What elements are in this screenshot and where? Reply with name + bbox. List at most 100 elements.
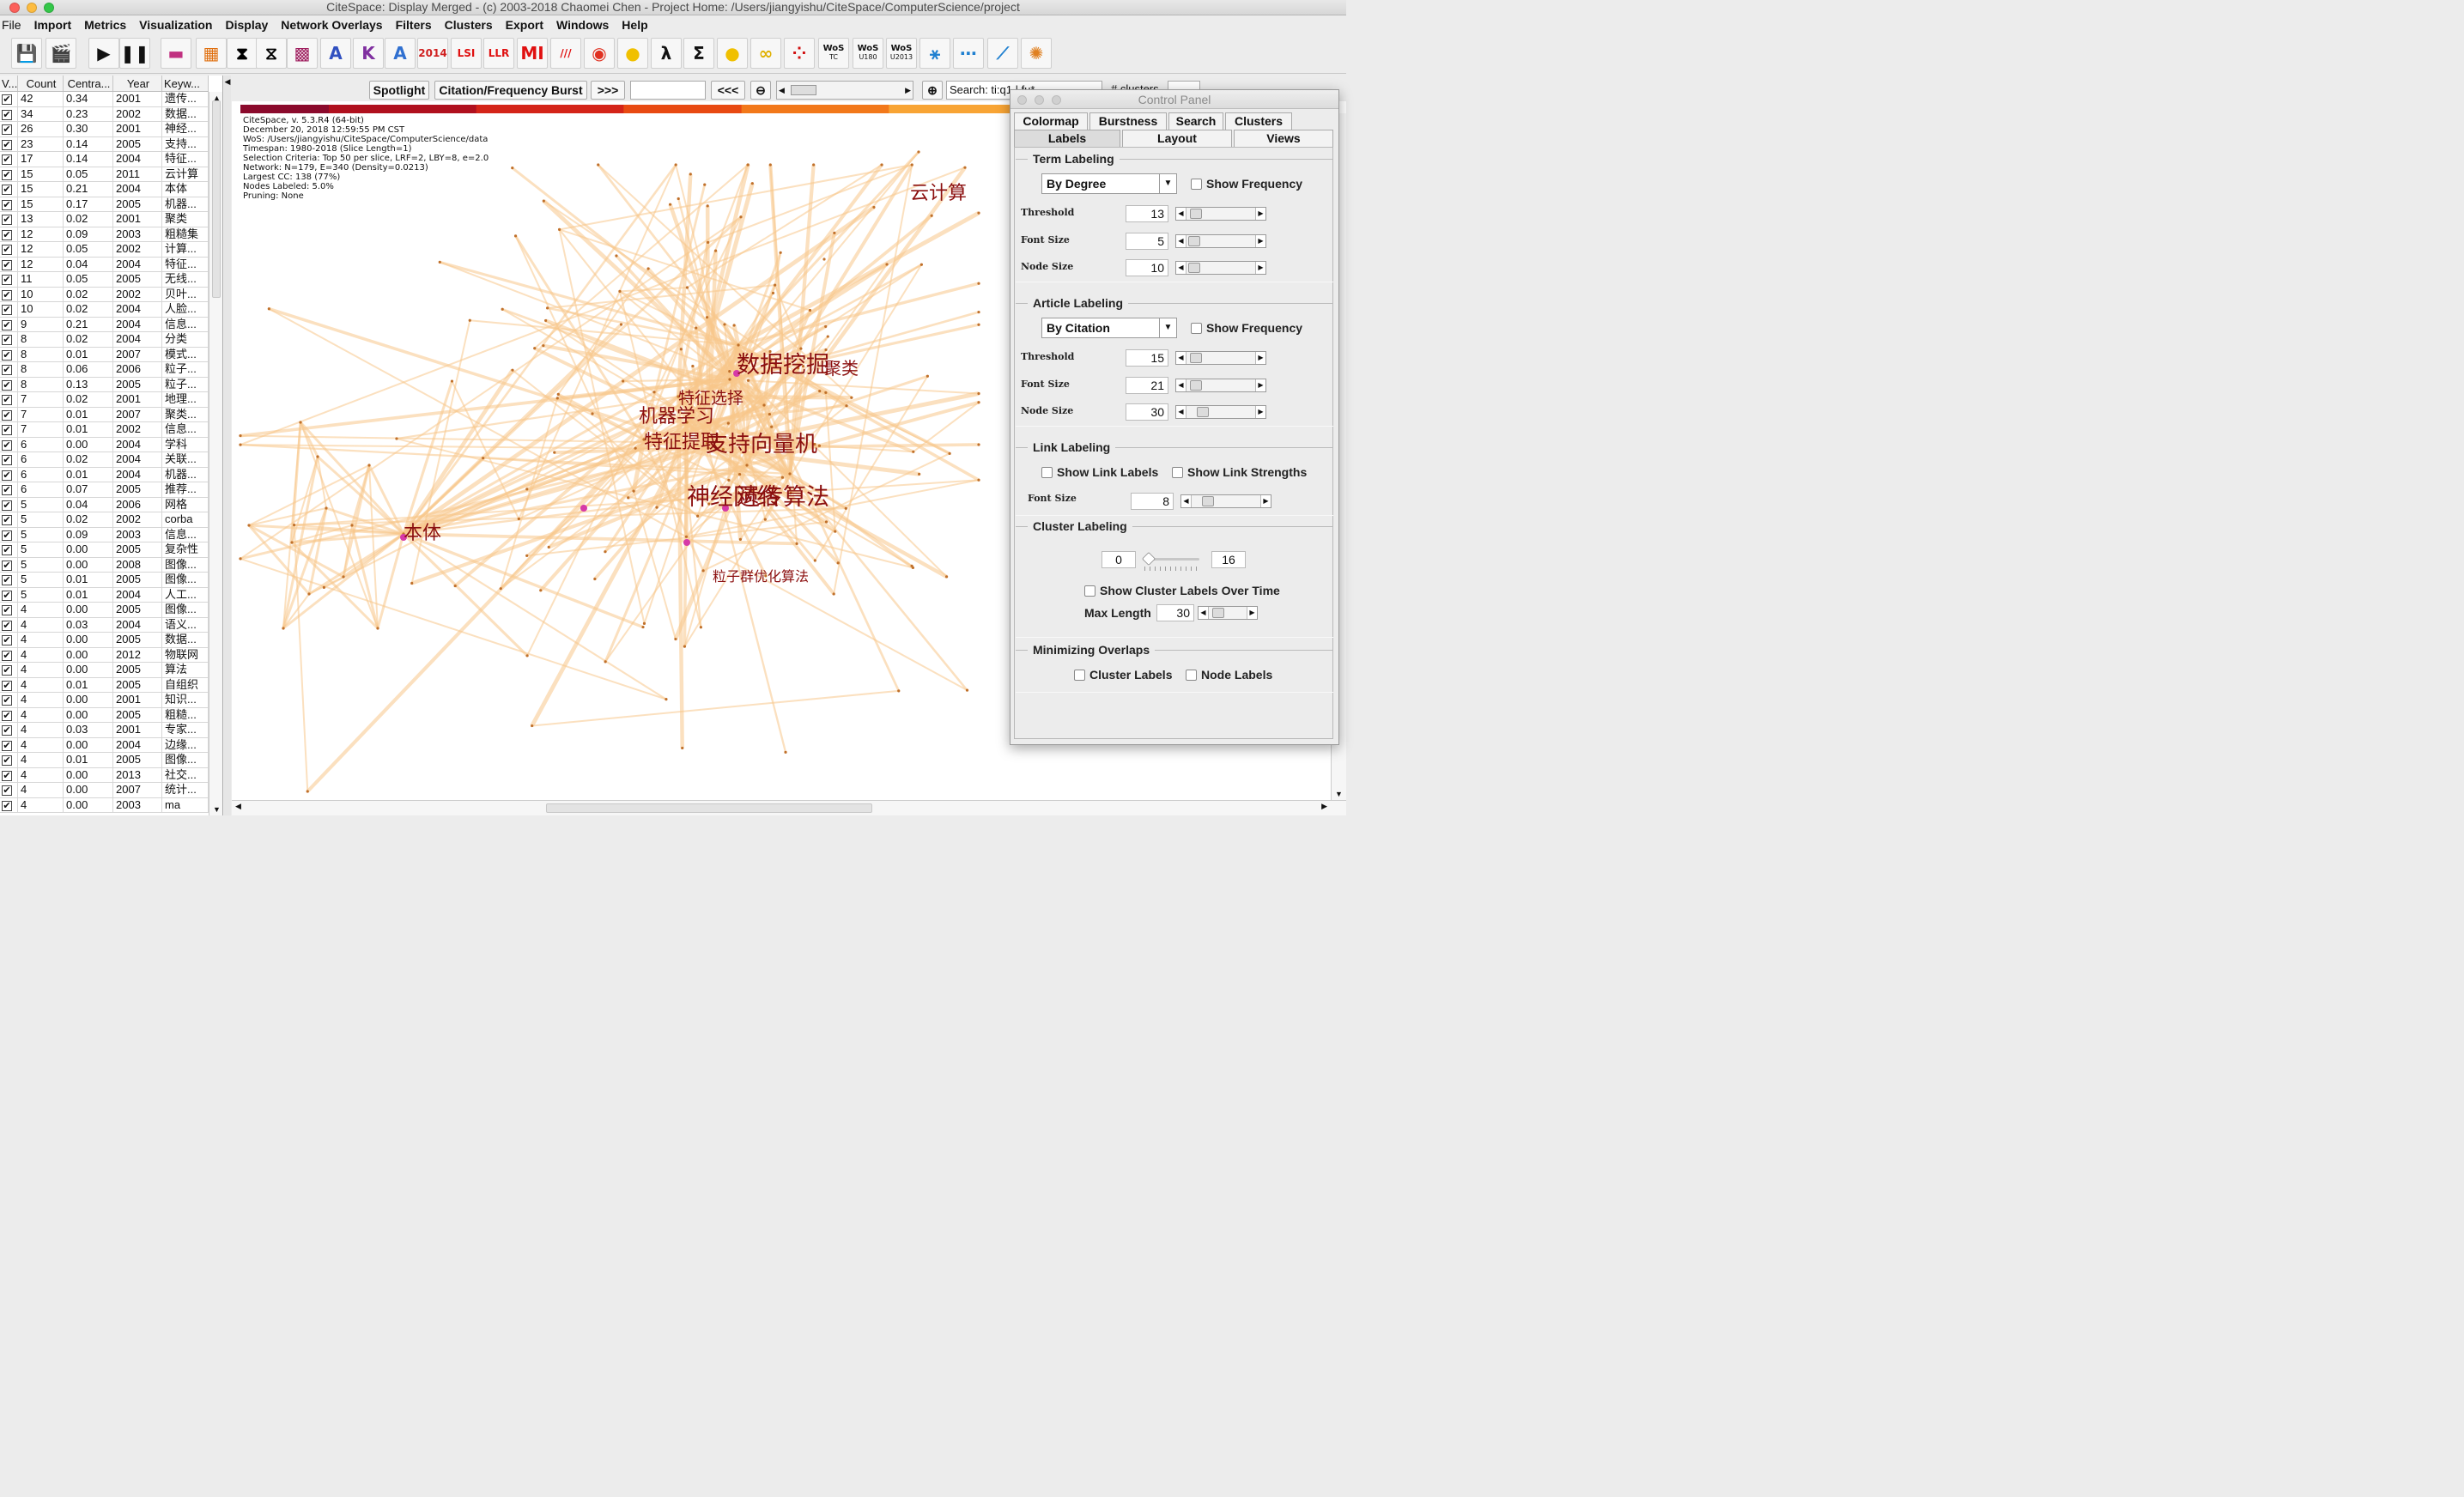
network-node[interactable] [799,347,803,350]
mi-icon[interactable]: MI [517,38,548,69]
network-node[interactable] [699,626,702,629]
table-row[interactable]: ✔ 8 0.01 2007 模式... [0,347,209,362]
visible-checkbox[interactable]: ✔ [2,439,12,451]
tab-colormap[interactable]: Colormap [1014,112,1088,130]
network-node[interactable] [604,660,607,664]
llr-icon[interactable]: LLR [483,38,514,69]
network-node[interactable] [634,446,637,450]
network-node[interactable] [826,335,829,338]
table-row[interactable]: ✔ 5 0.02 2002 corba [0,512,209,528]
network-node[interactable] [845,404,848,408]
visible-checkbox[interactable]: ✔ [2,679,12,691]
table-row[interactable]: ✔ 8 0.06 2006 粒子... [0,362,209,378]
network-node[interactable] [762,403,766,407]
visible-checkbox[interactable]: ✔ [2,619,12,631]
visible-checkbox[interactable]: ✔ [2,304,12,315]
network-node[interactable] [801,364,805,368]
link-font-size-field[interactable]: 8 [1131,493,1174,510]
network-node[interactable] [774,362,777,366]
network-node[interactable] [556,392,560,396]
visible-checkbox[interactable]: ✔ [2,424,12,435]
table-row[interactable]: ✔ 12 0.05 2002 计算... [0,242,209,258]
network-node[interactable] [531,724,534,728]
table-row[interactable]: ✔ 5 0.00 2005 复杂性 [0,542,209,558]
table-row[interactable]: ✔ 4 0.00 2005 粗糙... [0,707,209,723]
slider-knob[interactable] [1190,209,1202,219]
next-button[interactable]: >>> [591,81,625,100]
network-node[interactable] [926,374,929,378]
network-node-label[interactable]: 神经网络 [687,484,780,511]
table-row[interactable]: ✔ 4 0.00 2013 社交... [0,767,209,783]
network-node[interactable] [591,412,594,415]
slider-knob[interactable] [1188,236,1200,246]
table-row[interactable]: ✔ 17 0.14 2004 特征... [0,152,209,167]
network-node[interactable] [555,397,559,400]
network-node[interactable] [290,541,294,544]
network-node[interactable] [689,173,692,176]
network-node[interactable] [513,234,518,238]
network-node[interactable] [247,524,251,527]
panel-minimize-button[interactable] [1035,95,1044,105]
article-node-size-field[interactable]: 30 [1126,403,1168,421]
scroll-right-icon[interactable]: ▶ [1321,802,1327,810]
table-row[interactable]: ✔ 4 0.00 2007 统计... [0,783,209,798]
network-node[interactable] [780,476,785,479]
highlighted-node[interactable] [733,370,740,377]
lambda-icon[interactable]: λ [651,38,682,69]
network-node[interactable] [977,478,980,482]
menu-network-overlays[interactable]: Network Overlays [281,18,383,32]
article-node-size-slider[interactable]: ◀ ▶ [1175,405,1266,419]
network-node[interactable] [706,204,709,208]
table-row[interactable]: ✔ 9 0.21 2004 信息... [0,317,209,332]
visible-checkbox[interactable]: ✔ [2,214,12,225]
column-header-keyword[interactable]: Keyw... [162,76,209,91]
visible-checkbox[interactable]: ✔ [2,739,12,751]
visible-checkbox[interactable]: ✔ [2,769,12,781]
table-row[interactable]: ✔ 6 0.02 2004 关联... [0,452,209,468]
table-row[interactable]: ✔ 5 0.04 2006 网格 [0,497,209,512]
network-node[interactable] [453,584,457,588]
network-node[interactable] [813,559,816,562]
network-node[interactable] [342,575,345,579]
network-node[interactable] [299,421,302,424]
table-row[interactable]: ✔ 23 0.14 2005 支持... [0,136,209,152]
scroll-down-icon[interactable]: ▼ [213,805,221,814]
article-font-size-field[interactable]: 21 [1126,377,1168,394]
network-node[interactable] [665,698,668,701]
network-node[interactable] [726,421,730,425]
network-node[interactable] [597,163,600,167]
network-node[interactable] [306,790,309,793]
visible-checkbox[interactable]: ✔ [2,799,12,811]
visible-checkbox[interactable]: ✔ [2,168,12,180]
network-node[interactable] [706,441,709,445]
network-node[interactable] [511,167,514,170]
visible-checkbox[interactable]: ✔ [2,154,12,165]
network-node[interactable] [764,574,768,578]
network-node[interactable] [850,396,853,399]
play-icon[interactable]: ▶ [88,38,119,69]
visible-checkbox[interactable]: ✔ [2,394,12,405]
network-node-label[interactable]: 云计算 [910,183,967,204]
visible-checkbox[interactable]: ✔ [2,288,12,300]
network-node[interactable] [930,214,933,217]
column-header-centrality[interactable]: Centra... [64,76,113,91]
network-node[interactable] [542,344,545,348]
visible-checkbox[interactable]: ✔ [2,348,12,361]
highlighted-node[interactable] [683,539,690,546]
table-row[interactable]: ✔ 5 0.01 2005 图像... [0,573,209,588]
visible-checkbox[interactable]: ✔ [2,108,12,120]
cluster-range-slider[interactable] [1142,552,1199,573]
slider-knob[interactable] [1190,353,1202,363]
scroll-down-icon[interactable]: ▼ [1335,790,1343,798]
network-node[interactable] [768,412,772,416]
table-row[interactable]: ✔ 4 0.00 2005 数据... [0,633,209,648]
network-node[interactable] [438,260,441,264]
network-node[interactable] [685,421,689,424]
visible-checkbox[interactable]: ✔ [2,228,12,240]
network-node[interactable] [732,324,736,327]
network-node[interactable] [745,464,749,467]
network-node[interactable] [239,557,242,561]
article-labeling-select[interactable]: By Citation ▼ [1041,318,1177,338]
network-node[interactable] [557,227,561,232]
network-node[interactable] [501,307,504,311]
